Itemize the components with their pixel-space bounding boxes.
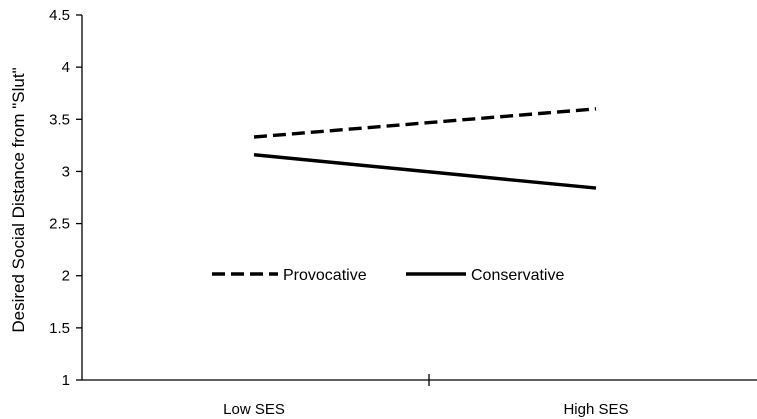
y-tick-label: 3.5	[49, 111, 70, 128]
x-tick-label: High SES	[563, 401, 628, 418]
x-tick-label: Low SES	[223, 401, 285, 418]
y-tick-label: 2	[62, 268, 70, 285]
y-axis-title: Desired Social Distance from "Slut"	[9, 67, 28, 332]
legend-label-provocative: Provocative	[283, 267, 367, 284]
y-tick-label: 4	[62, 59, 70, 76]
y-tick-label: 3	[62, 163, 70, 180]
y-tick-label: 1.5	[49, 320, 70, 337]
x-axis: Low SES High SES	[82, 374, 757, 418]
series-line-conservative	[253, 153, 597, 190]
series-layer	[253, 107, 597, 190]
series-line-provocative	[253, 107, 597, 139]
legend-label-conservative: Conservative	[471, 267, 564, 284]
legend: Provocative Conservative	[212, 267, 564, 284]
y-tick-label: 2.5	[49, 216, 70, 233]
y-tick-label: 1	[62, 372, 70, 389]
y-axis: 1 1.5 2 2.5 3 3.5 4 4.5	[49, 7, 83, 389]
y-tick-label: 4.5	[49, 7, 70, 24]
